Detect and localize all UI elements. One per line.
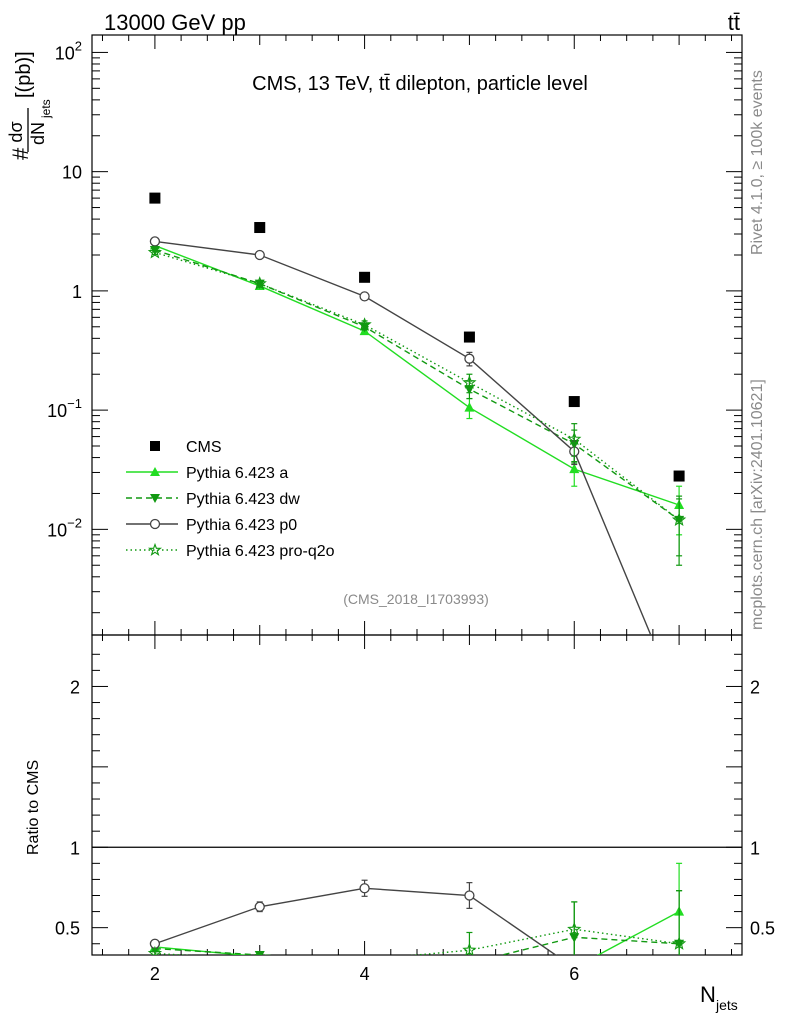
ratio-point-pythia-6-423-dw	[254, 951, 265, 955]
legend-entry-pythia-a: Pythia 6.423 a	[126, 465, 288, 482]
y-tick-label: 1	[72, 282, 82, 302]
y-label-denominator: dN	[28, 122, 48, 145]
y-tick-label: 10−1	[47, 396, 82, 421]
source-label: mcplots.cern.ch [arXiv:2401.10621]	[749, 379, 766, 630]
ratio-y-tick-label-left: 1	[70, 838, 80, 858]
y-tick-label: 10−2	[47, 515, 82, 540]
ratio-line-pythia-6-423-a	[154, 910, 680, 955]
ratio-point-pythia-6-423-p0	[464, 890, 475, 901]
ratio-series-pythia-6-423-p0	[149, 879, 557, 955]
legend-label-pythia-p0: Pythia 6.423 p0	[186, 517, 297, 534]
main-point-cms	[673, 470, 685, 482]
legend-entry-pythia-pro-q2o: Pythia 6.423 pro-q2o	[126, 542, 335, 560]
legend-entry-cms: CMS	[150, 439, 222, 456]
ratio-point-pythia-6-423-pro-q2o	[671, 936, 687, 950]
legend-label-pythia-a: Pythia 6.423 a	[186, 465, 288, 482]
main-line-pythia-6-423-a	[154, 244, 680, 506]
ratio-y-tick-label-left: 0.5	[55, 919, 80, 939]
legend-entry-pythia-dw: Pythia 6.423 dw	[126, 491, 300, 508]
main-point-pythia-6-423-p0	[149, 236, 161, 247]
main-series-pythia-6-423-dw	[149, 246, 685, 557]
ratio-series-layer	[147, 862, 687, 955]
main-point-pythia-6-423-pro-q2o	[671, 512, 687, 526]
ratio-y-tick-label-right: 1	[750, 838, 760, 858]
main-point-cms	[254, 222, 266, 234]
x-label-main: N	[700, 982, 716, 1007]
main-point-pythia-6-423-a	[464, 402, 475, 412]
main-series-pythia-6-423-pro-q2o	[147, 244, 687, 566]
y-label-prefix: #	[8, 147, 33, 160]
main-y-axis-label: # dσ dN jets [(pb)]	[6, 51, 53, 160]
legend-label-pythia-pro-q2o: Pythia 6.423 pro-q2o	[186, 543, 335, 560]
ratio-y-tick-label-left: 2	[70, 677, 80, 697]
main-point-pythia-6-423-pro-q2o	[357, 317, 372, 331]
main-point-pythia-6-423-pro-q2o	[567, 431, 582, 446]
y-tick-label: 10	[62, 163, 82, 183]
ratio-line-pythia-6-423-p0	[154, 887, 557, 955]
main-point-pythia-6-423-pro-q2o	[462, 375, 477, 389]
main-point-pythia-6-423-p0	[464, 353, 475, 364]
legend-entry-pythia-p0: Pythia 6.423 p0	[126, 517, 297, 534]
main-series-cms	[149, 192, 685, 482]
ratio-point-pythia-6-423-pro-q2o	[567, 921, 582, 936]
ratio-plot-frame	[91, 634, 743, 956]
axes-layer: 2 4 6 102 10 1 10−1 10−2 0.5 0.5 1 1 2 2	[47, 35, 775, 984]
ratio-point-pythia-6-423-pro-q2o	[147, 945, 163, 955]
x-label-sub: jets	[715, 997, 738, 1013]
main-line-pythia-6-423-p0	[154, 240, 652, 635]
main-point-cms	[568, 396, 580, 408]
rivet-version-label: Rivet 4.1.0, ≥ 100k events	[749, 70, 766, 255]
main-point-pythia-6-423-p0	[359, 291, 370, 302]
legend: CMS Pythia 6.423 a Pythia 6.423 dw Pythi…	[126, 439, 335, 560]
main-point-cms	[359, 271, 371, 283]
ratio-y-axis-label: Ratio to CMS	[25, 760, 42, 855]
y-label-numerator: dσ	[6, 121, 26, 142]
ratio-point-pythia-6-423-p0	[254, 901, 265, 912]
plot-title: CMS, 13 TeV, tt̄ dilepton, particle leve…	[252, 73, 588, 95]
x-tick-label: 4	[360, 964, 370, 984]
main-point-cms	[149, 192, 161, 204]
legend-label-pythia-dw: Pythia 6.423 dw	[186, 491, 300, 508]
main-point-cms	[463, 331, 475, 343]
main-series-layer	[147, 192, 687, 635]
legend-marker-pythia-pro-q2o	[148, 542, 162, 556]
legend-marker-cms	[150, 441, 160, 451]
legend-marker-pythia-p0	[149, 518, 161, 530]
ratio-series-pythia-6-423-dw	[149, 890, 685, 955]
legend-label-cms: CMS	[186, 439, 222, 456]
x-tick-label: 6	[569, 964, 579, 984]
ratio-series-pythia-6-423-pro-q2o	[147, 890, 687, 955]
x-axis-label: N jets	[700, 982, 738, 1013]
ratio-y-tick-label-right: 2	[750, 677, 760, 697]
analysis-id-label: (CMS_2018_I1703993)	[343, 591, 489, 607]
main-point-pythia-6-423-a	[569, 463, 580, 474]
x-tick-label: 2	[150, 964, 160, 984]
legend-marker-pythia-a	[150, 467, 160, 476]
ratio-line-pythia-6-423-dw	[154, 936, 680, 955]
main-point-pythia-6-423-p0	[254, 249, 265, 261]
energy-label: 13000 GeV pp	[104, 10, 246, 35]
main-line-pythia-6-423-pro-q2o	[154, 251, 680, 521]
ratio-y-tick-label-right: 0.5	[750, 919, 775, 939]
y-tick-label: 102	[55, 38, 82, 63]
main-point-pythia-6-423-pro-q2o	[147, 244, 163, 259]
process-label: tt̄	[728, 10, 740, 35]
ratio-point-pythia-6-423-pro-q2o	[462, 942, 477, 955]
main-point-pythia-6-423-pro-q2o	[252, 276, 267, 290]
y-label-unit: [(pb)]	[13, 51, 35, 98]
legend-marker-pythia-dw	[150, 494, 160, 503]
y-label-denominator-sub: jets	[39, 99, 53, 119]
ratio-point-pythia-6-423-p0	[359, 883, 370, 894]
